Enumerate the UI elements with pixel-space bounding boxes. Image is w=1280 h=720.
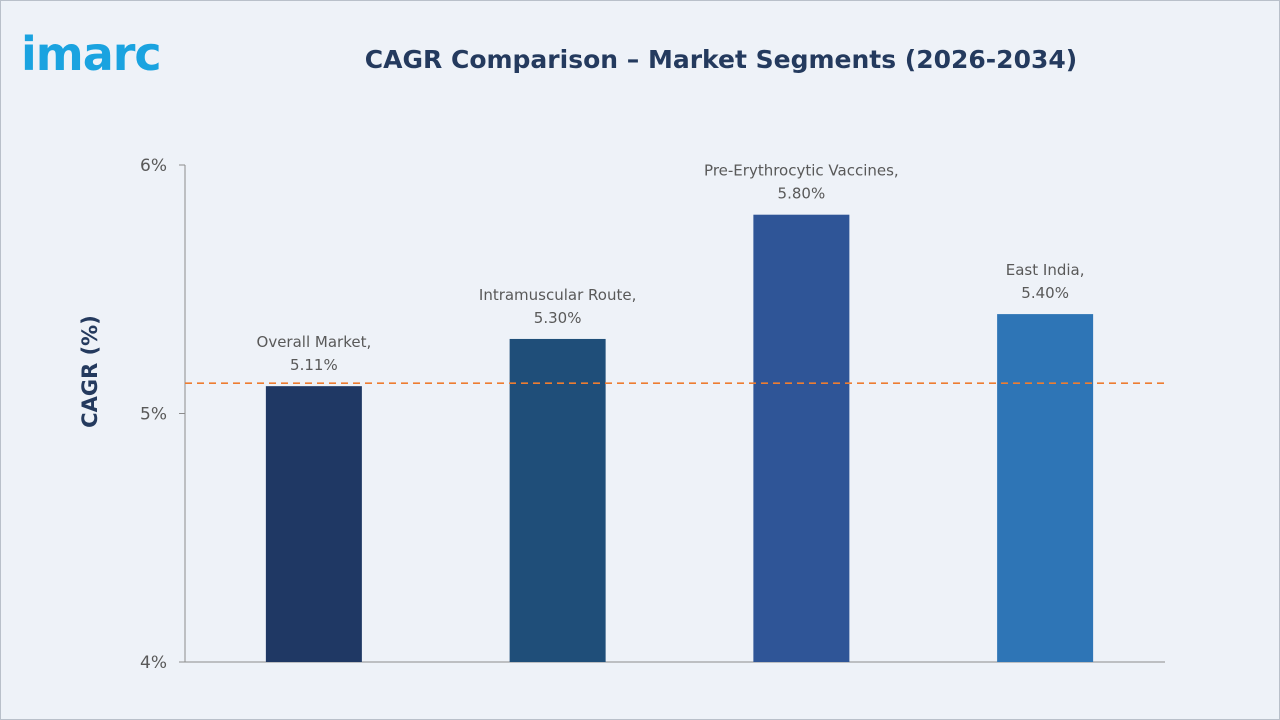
data-label-value: 5.11% [290, 356, 338, 374]
y-tick-label: 6% [140, 156, 167, 176]
chart-title: CAGR Comparison – Market Segments (2026-… [364, 45, 1078, 74]
bar-1 [265, 386, 362, 662]
data-label-category: Overall Market, [257, 333, 372, 351]
bar-3 [753, 214, 850, 662]
data-label-category: East India, [1006, 261, 1085, 279]
data-label-value: 5.80% [778, 185, 826, 203]
bar-2 [509, 338, 606, 662]
data-label-category: Pre-Erythrocytic Vaccines, [704, 162, 899, 180]
y-axis-title: CAGR (%) [78, 315, 102, 428]
data-label-value: 5.30% [534, 309, 582, 327]
imarc-logo: imarc [21, 27, 162, 81]
data-label-value: 5.40% [1021, 284, 1069, 302]
bar-4 [997, 314, 1094, 662]
y-tick-label: 5% [140, 405, 167, 425]
y-tick-label: 4% [140, 653, 167, 673]
data-label-category: Intramuscular Route, [479, 286, 636, 304]
